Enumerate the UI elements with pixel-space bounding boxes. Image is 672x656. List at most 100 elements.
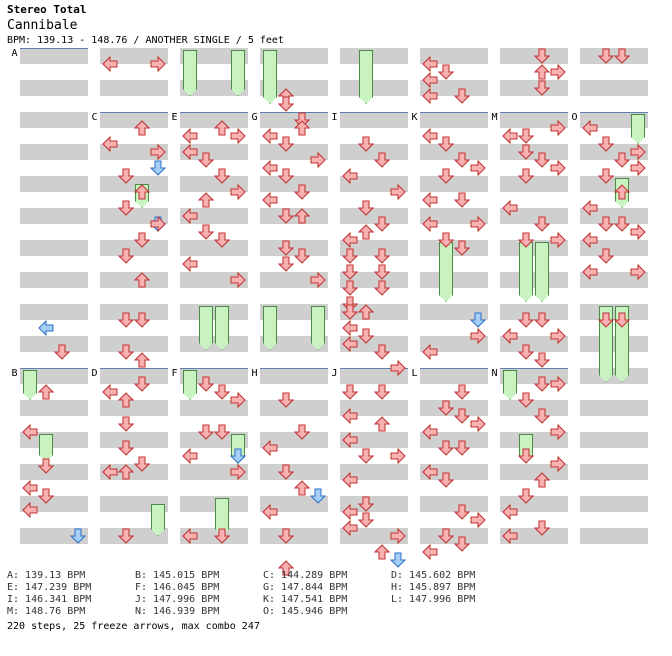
- section-label: L: [411, 368, 418, 379]
- down-arrow-icon: [230, 448, 246, 464]
- bpm-j: J: 147.996 BPM: [135, 594, 220, 605]
- left-arrow-icon: [502, 504, 518, 520]
- up-arrow-icon: [294, 480, 310, 496]
- left-arrow-icon: [262, 160, 278, 176]
- right-arrow-icon: [390, 448, 406, 464]
- left-arrow-icon: [582, 120, 598, 136]
- down-arrow-icon: [438, 472, 454, 488]
- left-arrow-icon: [342, 472, 358, 488]
- down-arrow-icon: [438, 64, 454, 80]
- chart-summary: 220 steps, 25 freeze arrows, max combo 2…: [7, 621, 260, 632]
- down-arrow-icon: [214, 384, 230, 400]
- down-arrow-icon: [118, 248, 134, 264]
- freeze-arrow: [23, 370, 37, 400]
- measure-block: [100, 368, 168, 432]
- chart-column-8: O: [571, 48, 648, 560]
- up-arrow-icon: [118, 392, 134, 408]
- right-arrow-icon: [230, 184, 246, 200]
- measure-block: [260, 432, 328, 496]
- bpm-i: I: 146.341 BPM: [7, 594, 92, 605]
- freeze-arrow: [183, 50, 197, 96]
- down-arrow-icon: [278, 208, 294, 224]
- left-arrow-icon: [342, 520, 358, 536]
- section-divider: [580, 112, 648, 113]
- section-divider: [420, 368, 488, 369]
- section-label: I: [331, 112, 338, 123]
- down-arrow-icon: [278, 464, 294, 480]
- left-arrow-icon: [422, 424, 438, 440]
- down-arrow-icon: [614, 216, 630, 232]
- left-arrow-icon: [502, 128, 518, 144]
- up-arrow-icon: [358, 304, 374, 320]
- down-arrow-icon: [518, 344, 534, 360]
- section-label: G: [251, 112, 258, 123]
- left-arrow-icon: [182, 208, 198, 224]
- measure-block: [20, 240, 88, 304]
- section-divider: [180, 112, 248, 113]
- section-label: O: [571, 112, 578, 123]
- right-arrow-icon: [470, 160, 486, 176]
- left-arrow-icon: [422, 464, 438, 480]
- up-arrow-icon: [374, 416, 390, 432]
- left-arrow-icon: [262, 504, 278, 520]
- right-arrow-icon: [230, 128, 246, 144]
- down-arrow-icon: [118, 528, 134, 544]
- freeze-arrow: [631, 114, 645, 144]
- up-arrow-icon: [294, 208, 310, 224]
- section-label: C: [91, 112, 98, 123]
- left-arrow-icon: [422, 544, 438, 560]
- section-label: B: [11, 368, 18, 379]
- down-arrow-icon: [278, 256, 294, 272]
- down-arrow-icon: [38, 458, 54, 474]
- down-arrow-icon: [454, 504, 470, 520]
- down-arrow-icon: [518, 232, 534, 248]
- down-arrow-icon: [342, 304, 358, 320]
- down-arrow-icon: [358, 136, 374, 152]
- right-arrow-icon: [390, 360, 406, 376]
- down-arrow-icon: [374, 384, 390, 400]
- left-arrow-icon: [422, 56, 438, 72]
- measure-block: [260, 368, 328, 432]
- section-divider: [500, 112, 568, 113]
- freeze-arrow: [263, 50, 277, 104]
- left-arrow-icon: [22, 502, 38, 518]
- down-arrow-icon: [342, 248, 358, 264]
- down-arrow-icon: [614, 48, 630, 64]
- measure-block: [20, 304, 88, 368]
- down-arrow-icon: [342, 384, 358, 400]
- down-arrow-icon: [454, 408, 470, 424]
- down-arrow-icon: [454, 440, 470, 456]
- up-arrow-icon: [278, 560, 294, 576]
- down-arrow-icon: [598, 168, 614, 184]
- down-arrow-icon: [598, 136, 614, 152]
- down-arrow-icon: [534, 152, 550, 168]
- down-arrow-icon: [358, 448, 374, 464]
- down-arrow-icon: [118, 416, 134, 432]
- up-arrow-icon: [134, 272, 150, 288]
- right-arrow-icon: [230, 272, 246, 288]
- down-arrow-icon: [438, 528, 454, 544]
- up-arrow-icon: [198, 192, 214, 208]
- left-arrow-icon: [38, 320, 54, 336]
- down-arrow-icon: [614, 152, 630, 168]
- section-divider: [340, 112, 408, 113]
- section-divider: [260, 368, 328, 369]
- left-arrow-icon: [182, 528, 198, 544]
- song-artist: Stereo Total: [7, 3, 87, 16]
- measure-block: [580, 368, 648, 432]
- left-arrow-icon: [342, 232, 358, 248]
- section-label: N: [491, 368, 498, 379]
- section-divider: [420, 112, 488, 113]
- measure-block: [100, 48, 168, 112]
- down-arrow-icon: [598, 248, 614, 264]
- down-arrow-icon: [342, 280, 358, 296]
- bpm-f: F: 146.045 BPM: [135, 582, 220, 593]
- measure-block: [20, 176, 88, 240]
- down-arrow-icon: [358, 496, 374, 512]
- measure-block: [580, 432, 648, 496]
- right-arrow-icon: [470, 416, 486, 432]
- freeze-arrow: [215, 306, 229, 350]
- down-arrow-icon: [534, 352, 550, 368]
- right-arrow-icon: [470, 512, 486, 528]
